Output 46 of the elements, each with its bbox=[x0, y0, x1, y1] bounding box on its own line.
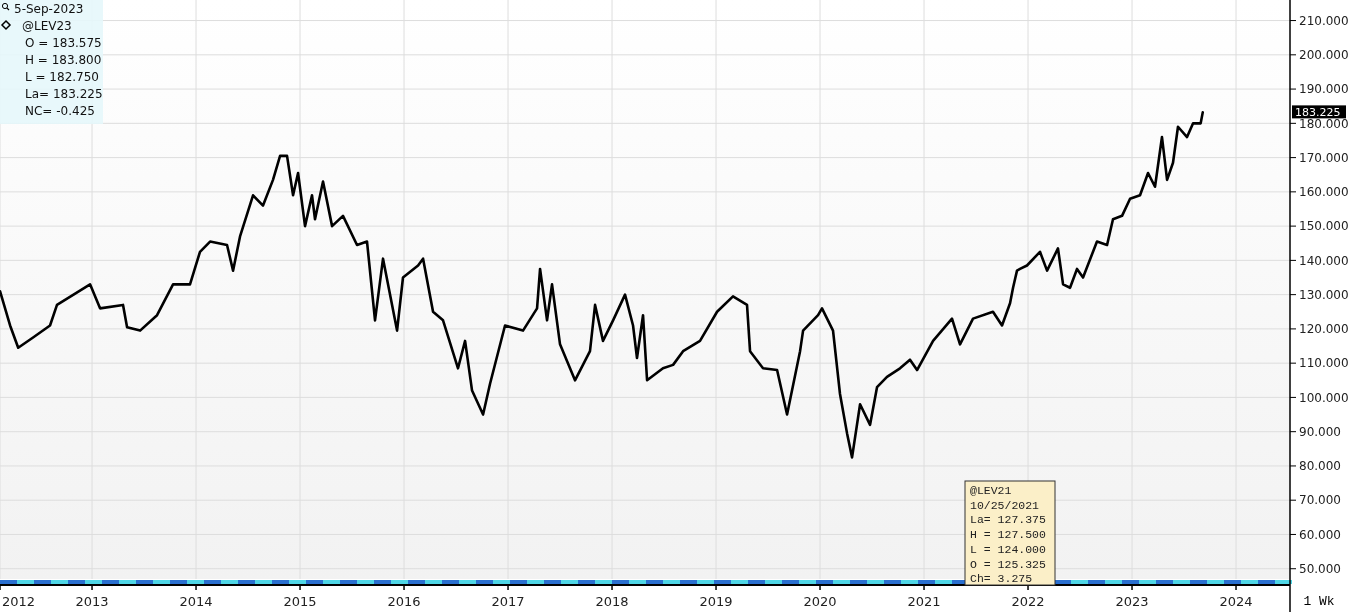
annotation: La= 183.225 bbox=[25, 87, 103, 101]
y-tick-label: 60.000 bbox=[1299, 527, 1341, 542]
x-tick-label: 2015 bbox=[283, 594, 317, 609]
y-tick-label: 160.000 bbox=[1299, 185, 1348, 200]
y-tick-label: 120.000 bbox=[1299, 322, 1348, 337]
y-tick-label: 150.000 bbox=[1299, 219, 1348, 234]
x-tick-label: 2022 bbox=[1011, 594, 1045, 609]
x-tick-label: 2023 bbox=[1115, 594, 1149, 609]
y-tick-label: 110.000 bbox=[1299, 356, 1348, 371]
x-tick-label: 2016 bbox=[387, 594, 421, 609]
text: 1 Wk bbox=[1303, 594, 1335, 609]
x-tick-label: 2019 bbox=[699, 594, 733, 609]
y-tick-label: 210.000 bbox=[1299, 13, 1348, 28]
y-tick-label: 170.000 bbox=[1299, 150, 1348, 165]
annotation: 10/25/2021 bbox=[970, 498, 1040, 512]
annotation: @LEV21 bbox=[970, 484, 1012, 497]
annotation: NC= -0.425 bbox=[25, 104, 95, 118]
y-tick-label: 130.000 bbox=[1299, 287, 1348, 302]
x-tick-label: 2014 bbox=[179, 594, 213, 609]
annotation: H = 183.800 bbox=[25, 53, 102, 67]
annotation: @LEV23 bbox=[22, 19, 72, 33]
x-tick-label: 2021 bbox=[907, 594, 941, 609]
y-tick-label: 70.000 bbox=[1299, 493, 1341, 508]
annotation: O = 125.325 bbox=[970, 557, 1047, 571]
x-tick-label: 2018 bbox=[595, 594, 629, 609]
y-tick-label: 140.000 bbox=[1299, 253, 1348, 268]
annotation: 5-Sep-2023 bbox=[14, 2, 84, 16]
x-tick-label: 2020 bbox=[803, 594, 837, 609]
text: 183.225 bbox=[1295, 105, 1341, 119]
y-tick-label: 90.000 bbox=[1299, 424, 1341, 439]
y-tick-label: 50.000 bbox=[1299, 561, 1341, 576]
x-tick-label: 2013 bbox=[75, 594, 109, 609]
annotation: La= 127.375 bbox=[970, 513, 1047, 527]
y-tick-label: 100.000 bbox=[1299, 390, 1348, 405]
x-tick-label: 2012 bbox=[2, 594, 36, 609]
y-tick-label: 80.000 bbox=[1299, 459, 1341, 474]
annotation: L = 182.750 bbox=[25, 70, 99, 84]
y-tick-label: 200.000 bbox=[1299, 48, 1348, 63]
annotation: H = 127.500 bbox=[970, 528, 1047, 542]
annotation: O = 183.575 bbox=[25, 36, 102, 50]
y-tick-label: 190.000 bbox=[1299, 82, 1348, 97]
x-tick-label: 2017 bbox=[491, 594, 525, 609]
y-tick-label: 180.000 bbox=[1299, 116, 1348, 131]
annotation: Ch= 3.275 bbox=[970, 572, 1033, 586]
annotation: L = 124.000 bbox=[970, 542, 1047, 556]
x-tick-label: 2024 bbox=[1219, 594, 1253, 609]
